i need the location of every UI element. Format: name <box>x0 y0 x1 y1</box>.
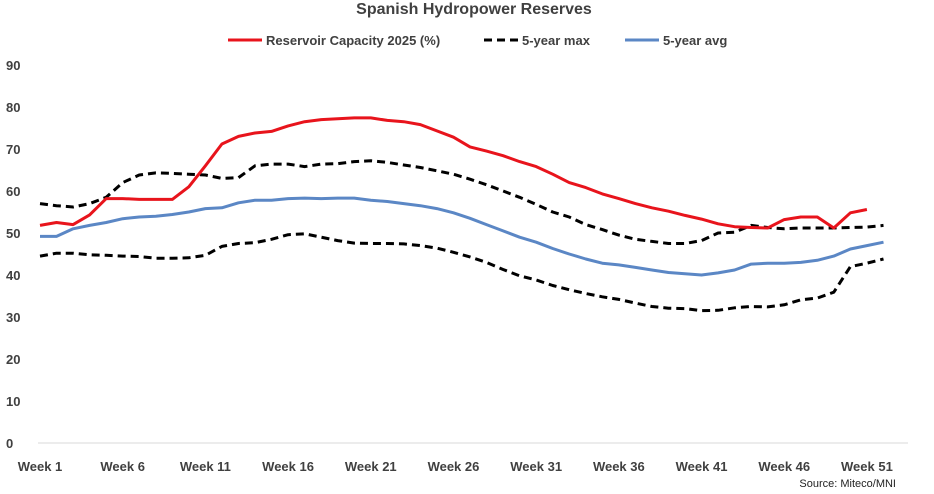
x-tick-label: Week 6 <box>100 459 145 474</box>
x-tick-label: Week 51 <box>841 459 893 474</box>
y-tick-label: 20 <box>6 352 20 367</box>
y-tick-label: 40 <box>6 268 20 283</box>
x-tick-label: Week 41 <box>676 459 728 474</box>
series-line-reservoir-capacity-2025 <box>39 116 868 230</box>
legend: Reservoir Capacity 2025 (%) 5-year max 5… <box>228 33 727 48</box>
y-tick-label: 80 <box>6 100 20 115</box>
x-tick-label: Week 26 <box>428 459 480 474</box>
y-tick-label: 30 <box>6 310 20 325</box>
x-tick-label: Week 31 <box>510 459 562 474</box>
series-lines <box>39 116 884 313</box>
x-tick-label: Week 1 <box>18 459 63 474</box>
chart-title: Spanish Hydropower Reserves <box>356 1 592 18</box>
x-tick-label: Week 46 <box>758 459 810 474</box>
x-tick-label: Week 11 <box>180 459 231 474</box>
y-tick-label: 10 <box>6 394 20 409</box>
series-line-5-year-max <box>39 159 884 245</box>
legend-label-reservoir-2025: Reservoir Capacity 2025 (%) <box>266 33 440 48</box>
y-tick-label: 60 <box>6 184 20 199</box>
y-tick-label: 90 <box>6 58 20 73</box>
source-note: Source: Miteco/MNI <box>799 478 896 490</box>
y-tick-label: 0 <box>6 436 13 451</box>
y-tick-label: 70 <box>6 142 20 157</box>
x-tick-label: Week 16 <box>262 459 314 474</box>
x-tick-label: Week 36 <box>593 459 645 474</box>
series-line-5-year-avg <box>40 196 884 277</box>
x-tick-label: Week 21 <box>345 459 397 474</box>
y-tick-label: 50 <box>6 226 20 241</box>
legend-label-5-year-avg: 5-year avg <box>663 33 727 48</box>
series-line-5-year-lower-bound <box>39 232 884 313</box>
legend-label-5-year-max: 5-year max <box>522 33 591 48</box>
y-axis-tick-labels: 0 10 20 30 40 50 60 70 80 90 <box>6 58 20 451</box>
x-axis-tick-labels: Week 1 Week 6 Week 11 Week 16 Week 21 Week 26… <box>18 459 893 474</box>
